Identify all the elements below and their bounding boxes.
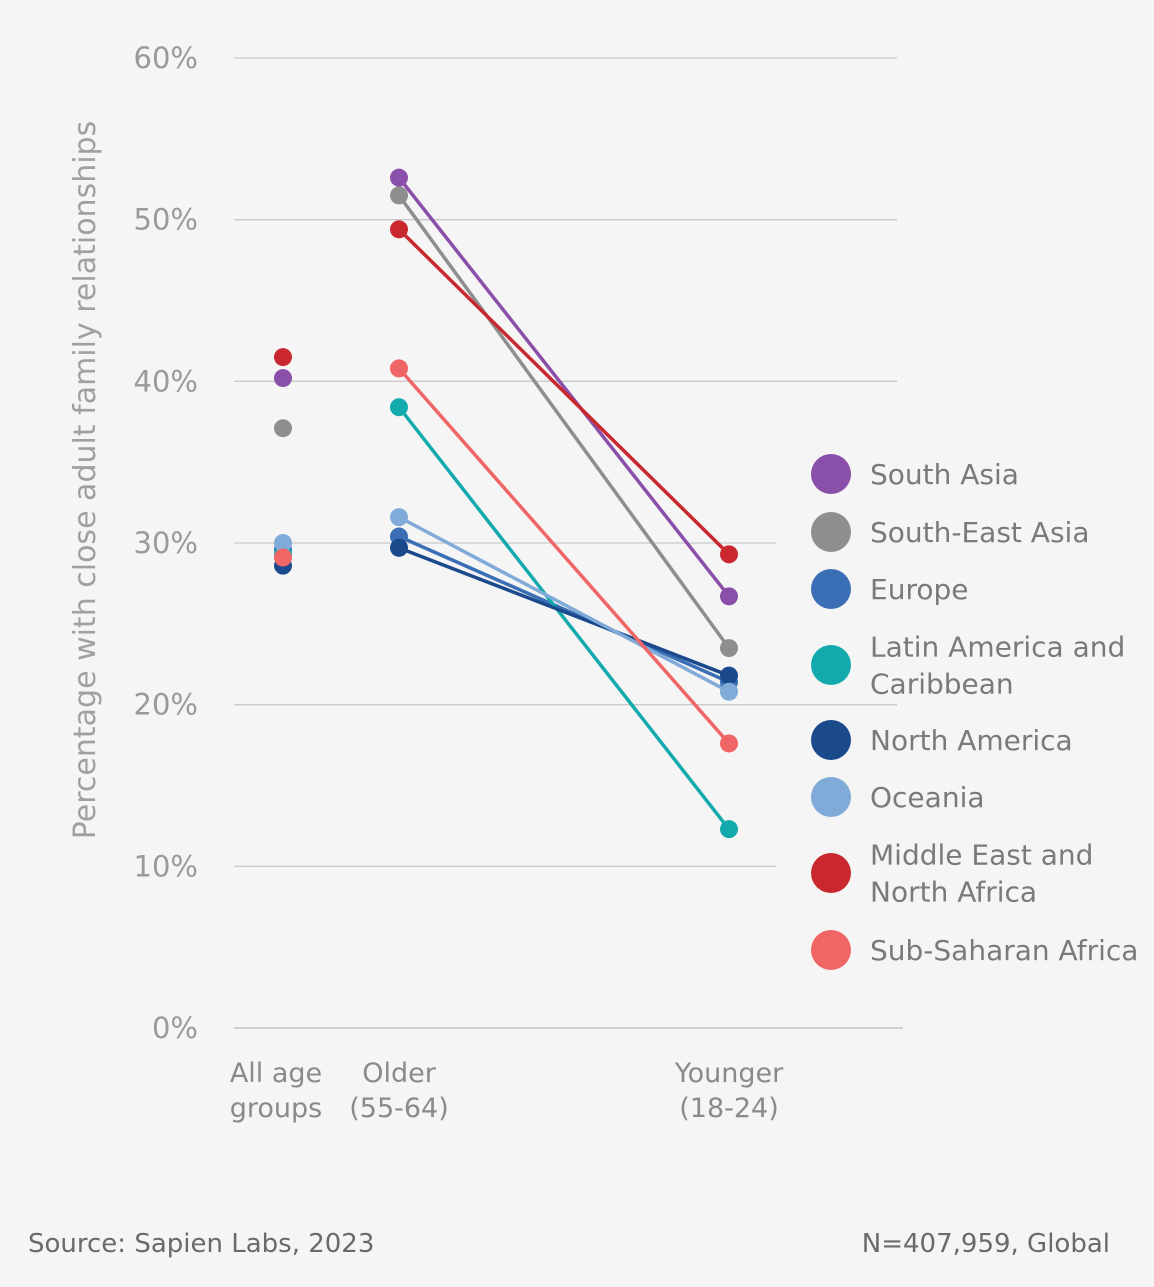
series-line [397, 367, 731, 745]
x-category-label: Older (55-64) [349, 1058, 449, 1124]
sample-note: N=407,959, Global [862, 1229, 1110, 1259]
legend-label: South-East Asia [870, 516, 1089, 549]
legend-label: South Asia [870, 458, 1019, 491]
data-point [720, 734, 738, 753]
legend-item: Middle East and North Africa [811, 839, 1093, 909]
series-points [274, 168, 738, 839]
legend-item: South-East Asia [811, 512, 1089, 552]
data-point [720, 587, 738, 606]
legend-item: Sub-Saharan Africa [811, 930, 1138, 970]
series-line [398, 515, 730, 694]
legend-swatch [811, 930, 851, 970]
data-point [720, 666, 738, 685]
source-note: Source: Sapien Labs, 2023 [28, 1229, 374, 1259]
legend-item: South Asia [811, 454, 1019, 494]
data-point [390, 538, 408, 557]
series-line [397, 194, 731, 650]
legend-label: Oceania [870, 781, 985, 814]
legend-item: Latin America and Caribbean [811, 631, 1125, 701]
legend-item: Europe [811, 569, 968, 609]
legend-label: North America [870, 724, 1073, 757]
data-point [390, 359, 408, 378]
legend-swatch [811, 720, 851, 760]
y-tick-label: 40% [134, 364, 198, 398]
legend-item: Oceania [811, 777, 985, 817]
legend: South Asia South-East Asia Europe Latin Ame… [811, 454, 1138, 970]
y-tick-label: 20% [134, 688, 198, 722]
data-point [390, 186, 408, 205]
legend-swatch [811, 853, 851, 893]
data-point [720, 682, 738, 701]
y-tick-label: 10% [134, 849, 198, 883]
y-axis-ticks: 0% 10% 20% 30% 40% 50% 60% [134, 41, 198, 1045]
data-point [274, 419, 292, 438]
series-line [398, 546, 730, 678]
data-point [274, 348, 292, 367]
data-point [720, 545, 738, 564]
legend-item: North America [811, 720, 1073, 760]
gridlines [234, 57, 903, 1029]
y-tick-label: 0% [152, 1011, 198, 1045]
legend-label: Europe [870, 573, 968, 606]
series-line [398, 534, 730, 684]
legend-label: Sub-Saharan Africa [870, 934, 1138, 967]
data-point [720, 639, 738, 658]
y-tick-label: 50% [134, 203, 198, 237]
legend-swatch [811, 512, 851, 552]
series-line [397, 176, 731, 598]
y-axis-label: Percentage with close adult family relat… [68, 121, 103, 839]
series-lines [397, 176, 731, 831]
legend-label: Latin America and Caribbean [870, 631, 1125, 701]
data-point [390, 168, 408, 187]
legend-label: Middle East and North Africa [870, 839, 1093, 909]
data-point [274, 369, 292, 388]
series-line [397, 228, 731, 556]
x-category-label: All age groups [230, 1058, 322, 1124]
x-axis-categories: All age groups Older (55-64) Younger (18-24) [230, 1058, 784, 1124]
y-tick-label: 30% [134, 526, 198, 560]
y-tick-label: 60% [134, 41, 198, 75]
data-point [390, 220, 408, 239]
data-point [274, 534, 292, 552]
data-point [720, 820, 738, 839]
data-point [274, 548, 292, 567]
data-point [390, 508, 408, 527]
legend-swatch [811, 645, 851, 685]
data-point [390, 398, 408, 417]
legend-swatch [811, 569, 851, 609]
legend-swatch [811, 777, 851, 817]
series-line [397, 406, 731, 831]
legend-swatch [811, 454, 851, 494]
x-category-label: Younger (18-24) [674, 1058, 784, 1124]
